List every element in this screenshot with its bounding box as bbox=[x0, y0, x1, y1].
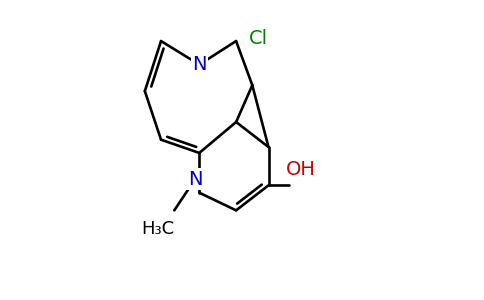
Text: N: N bbox=[188, 170, 202, 189]
Text: N: N bbox=[192, 55, 207, 74]
Text: OH: OH bbox=[286, 160, 316, 178]
Text: H₃C: H₃C bbox=[141, 220, 175, 238]
Text: Cl: Cl bbox=[249, 28, 268, 48]
